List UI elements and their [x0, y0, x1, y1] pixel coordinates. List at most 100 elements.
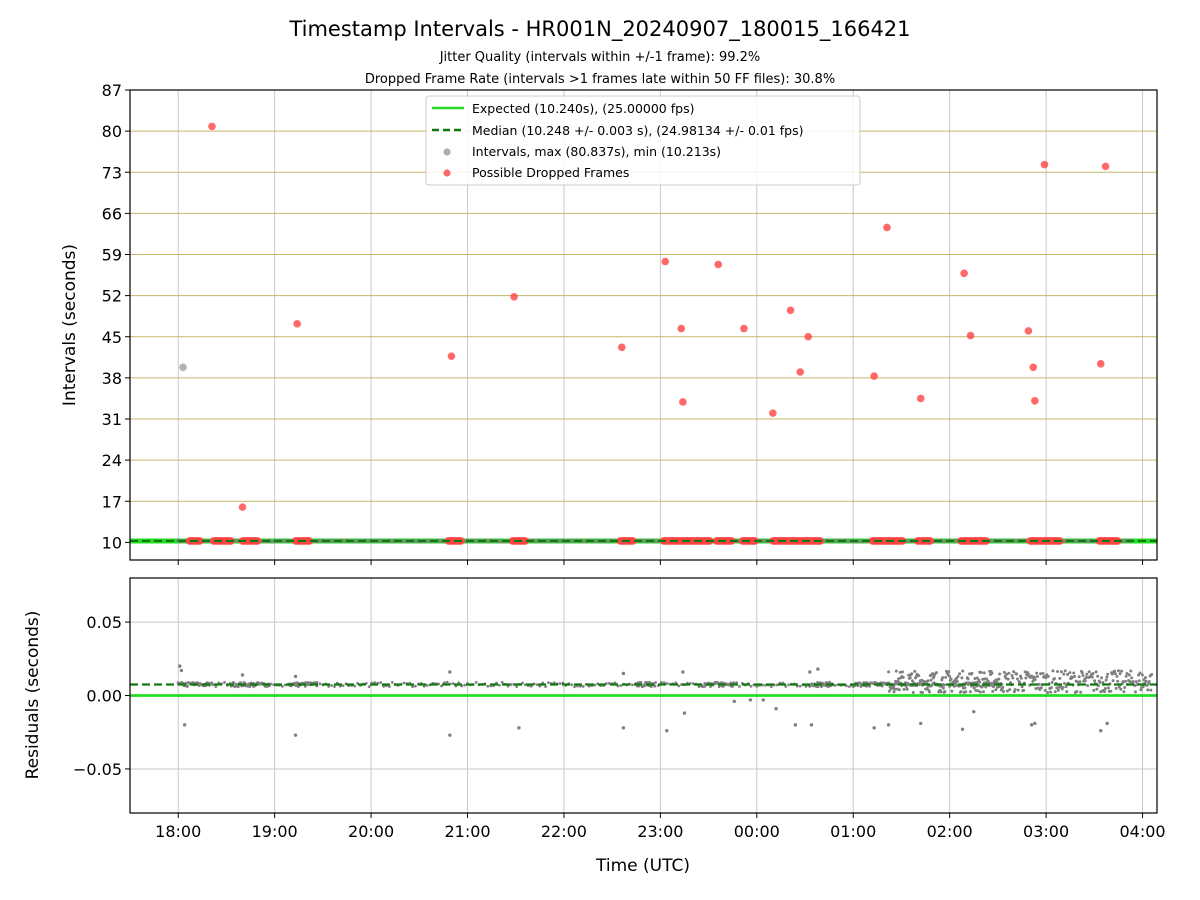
legend: Expected (10.240s), (25.00000 fps) Media… [425, 95, 861, 186]
residual-point [798, 684, 802, 688]
residual-point [731, 684, 735, 688]
residual-point [1103, 690, 1107, 694]
dropped-frame-point [786, 306, 795, 315]
residual-point [1055, 686, 1059, 690]
residual-outlier-point [517, 726, 521, 730]
dropped-frame-point [796, 368, 805, 376]
top-y-tick-label: 45 [102, 328, 122, 347]
residual-point [1062, 672, 1066, 676]
interval-outlier-point [179, 363, 187, 372]
residual-point [964, 690, 968, 694]
residual-point [486, 684, 490, 688]
legend-expected-label: Expected (10.240s), (25.00000 fps) [472, 101, 694, 116]
interval-point [378, 538, 383, 544]
interval-point [581, 538, 586, 544]
residual-point [941, 686, 945, 690]
residual-point [1024, 676, 1028, 680]
dropped-frame-point [1029, 363, 1038, 372]
x-tick-label: 03:00 [1023, 822, 1069, 841]
dropped-frame-cluster-point [305, 537, 314, 545]
residual-point [910, 672, 914, 676]
residual-point [1059, 684, 1063, 688]
residual-point [1124, 674, 1128, 678]
residual-point [388, 685, 391, 688]
residual-point [1035, 671, 1039, 675]
residual-outlier-point [872, 726, 876, 730]
residual-point [1118, 672, 1122, 676]
residual-outlier-point [621, 726, 626, 730]
residual-point [422, 684, 426, 688]
residual-point [234, 682, 238, 686]
interval-point [1121, 538, 1126, 544]
residual-point [1093, 679, 1097, 683]
residual-outlier-point [919, 721, 923, 726]
residual-point [544, 685, 548, 688]
dropped-frame-point [1024, 327, 1033, 335]
residual-point [1008, 688, 1012, 692]
residual-point [997, 677, 1001, 681]
residual-point [961, 669, 965, 673]
residual-point [939, 690, 943, 694]
residual-point [992, 685, 996, 689]
dropped-frame-point [661, 257, 669, 266]
dropped-frame-point [714, 260, 723, 269]
bottom-panel-ylabel: Residuals (seconds) [23, 611, 43, 780]
residual-outlier-point [240, 673, 245, 677]
residual-point [1005, 672, 1009, 676]
residual-outlier-point [293, 733, 298, 737]
residual-point [283, 683, 287, 687]
residual-point [905, 687, 909, 691]
x-axis-label: Time (UTC) [595, 856, 690, 876]
bottom-y-tick-label: −0.05 [73, 760, 122, 779]
residual-point [1083, 679, 1087, 683]
residual-point [735, 681, 738, 685]
residual-point [977, 678, 981, 682]
residual-point [1022, 688, 1026, 692]
residual-point [1065, 690, 1069, 694]
x-tick-label: 02:00 [927, 822, 973, 841]
residual-point [607, 681, 611, 685]
residual-point [1138, 671, 1142, 675]
residual-point [185, 685, 189, 688]
residual-point [942, 683, 946, 687]
residual-point [976, 689, 980, 693]
residual-point [1002, 670, 1006, 674]
residual-point [593, 683, 597, 687]
residual-point [898, 670, 902, 674]
residual-point [648, 680, 652, 684]
residual-point [1010, 674, 1014, 678]
residual-point [1140, 673, 1144, 677]
residual-outlier-point [793, 723, 798, 727]
residual-point [1020, 685, 1024, 689]
residual-point [581, 685, 585, 688]
interval-point [989, 538, 994, 543]
residual-outlier-point [293, 674, 298, 679]
residual-point [654, 681, 657, 684]
residual-point [1077, 675, 1081, 679]
residual-point [402, 681, 406, 685]
residual-point [535, 683, 539, 687]
residual-point [1128, 680, 1132, 684]
residual-point [1117, 685, 1121, 689]
interval-point [594, 538, 599, 543]
dropped-frame-point [883, 223, 891, 232]
residual-outlier-point [808, 670, 812, 674]
residual-point [859, 685, 863, 688]
residual-point [1033, 678, 1037, 682]
x-tick-label: 19:00 [252, 822, 298, 841]
residual-point [1098, 680, 1102, 684]
dropped-frame-point [740, 324, 748, 333]
residual-point [1084, 675, 1088, 679]
residual-point [821, 682, 825, 686]
interval-point [365, 538, 370, 544]
residual-point [306, 681, 310, 684]
residual-point [1049, 690, 1053, 694]
residual-point [1075, 689, 1079, 693]
residual-point [1146, 688, 1150, 692]
residual-point [959, 690, 963, 694]
residual-point [1052, 677, 1056, 681]
residual-point [1023, 670, 1027, 674]
residual-point [982, 671, 986, 675]
legend-dropped-marker [443, 169, 451, 177]
